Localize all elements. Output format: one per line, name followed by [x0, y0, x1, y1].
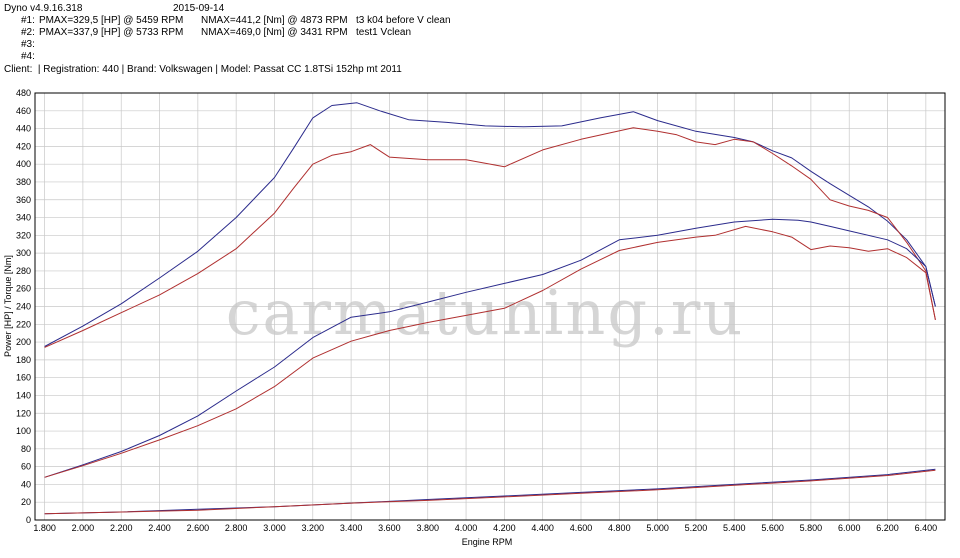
- x-tick-label: 5.200: [685, 523, 708, 533]
- x-tick-label: 5.400: [723, 523, 746, 533]
- series-line-3: [44, 218, 936, 478]
- y-axis-ticks: 0 20 40 60 80 100 120 140 160 180 200 220 240 260 280 3…: [16, 88, 31, 525]
- x-tick-label: 5.800: [800, 523, 823, 533]
- y-axis-label: Power [HP] / Torque [Nm]: [3, 255, 13, 357]
- y-tick-label: 0: [26, 515, 31, 525]
- series-line-4: [44, 225, 936, 478]
- x-tick-label: 3.800: [416, 523, 439, 533]
- x-tick-label: 3.400: [340, 523, 363, 533]
- y-tick-label: 360: [16, 195, 31, 205]
- x-axis-ticks: 1.800 2.000 2.200 2.400 2.600 2.800 3.000 3.200…: [33, 523, 937, 533]
- y-tick-label: 60: [21, 462, 31, 472]
- y-tick-label: 160: [16, 373, 31, 383]
- y-tick-label: 280: [16, 266, 31, 276]
- x-tick-label: 4.800: [608, 523, 631, 533]
- watermark: carmatuning.ru: [226, 276, 745, 349]
- y-tick-label: 300: [16, 248, 31, 258]
- x-tick-label: 4.200: [493, 523, 516, 533]
- x-tick-label: 2.600: [187, 523, 210, 533]
- y-tick-label: 400: [16, 159, 31, 169]
- x-tick-label: 4.000: [455, 523, 478, 533]
- y-tick-label: 340: [16, 213, 31, 223]
- y-tick-label: 420: [16, 141, 31, 151]
- plot-frame: [34, 92, 946, 521]
- run-2-desc: test1 Vclean: [356, 27, 412, 38]
- x-tick-label: 2.200: [110, 523, 133, 533]
- x-tick-label: 3.600: [378, 523, 401, 533]
- series-line-1: [44, 102, 936, 347]
- x-tick-label: 1.800: [33, 523, 56, 533]
- x-tick-label: 5.000: [646, 523, 669, 533]
- x-tick-label: 2.000: [72, 523, 95, 533]
- series-line-2: [44, 127, 936, 348]
- y-tick-label: 220: [16, 319, 31, 329]
- x-tick-label: 2.800: [225, 523, 248, 533]
- series-line-6: [44, 469, 936, 515]
- x-tick-label: 2.400: [148, 523, 171, 533]
- y-tick-label: 200: [16, 337, 31, 347]
- y-tick-label: 480: [16, 88, 31, 98]
- run-4-tag: #4:: [21, 51, 35, 62]
- x-tick-label: 6.200: [876, 523, 899, 533]
- client-info: Client: | Registration: 440 | Brand: Vol…: [4, 64, 402, 75]
- y-tick-label: 320: [16, 230, 31, 240]
- y-tick-label: 260: [16, 284, 31, 294]
- x-tick-label: 3.200: [302, 523, 325, 533]
- x-tick-label: 4.600: [570, 523, 593, 533]
- y-tick-label: 440: [16, 124, 31, 134]
- y-tick-label: 460: [16, 106, 31, 116]
- y-tick-label: 100: [16, 426, 31, 436]
- run-3-tag: #3:: [21, 39, 35, 50]
- y-tick-label: 380: [16, 177, 31, 187]
- run-1-tag: #1:: [21, 15, 35, 26]
- run-1-pmax: PMAX=329,5 [HP] @ 5459 RPM: [39, 15, 184, 26]
- x-axis-label: Engine RPM: [462, 537, 513, 547]
- y-tick-label: 40: [21, 479, 31, 489]
- series-line-5: [44, 468, 936, 515]
- y-tick-label: 20: [21, 497, 31, 507]
- chart-series: [44, 102, 936, 515]
- x-tick-label: 6.400: [915, 523, 938, 533]
- run-1-desc: t3 k04 before V clean: [356, 15, 451, 26]
- x-tick-label: 6.000: [838, 523, 861, 533]
- run-2-pmax: PMAX=337,9 [HP] @ 5733 RPM: [39, 27, 184, 38]
- x-tick-label: 4.400: [531, 523, 554, 533]
- y-tick-label: 80: [21, 444, 31, 454]
- x-tick-label: 5.600: [761, 523, 784, 533]
- report-date: 2015-09-14: [173, 3, 225, 14]
- y-tick-label: 240: [16, 302, 31, 312]
- y-tick-label: 140: [16, 390, 31, 400]
- run-2-tag: #2:: [21, 27, 35, 38]
- y-tick-label: 180: [16, 355, 31, 365]
- x-tick-label: 3.000: [263, 523, 286, 533]
- app-version: Dyno v4.9.16.318: [4, 3, 83, 14]
- run-1-nmax: NMAX=441,2 [Nm] @ 4873 RPM: [201, 15, 348, 26]
- run-2-nmax: NMAX=469,0 [Nm] @ 3431 RPM: [201, 27, 348, 38]
- y-tick-label: 120: [16, 408, 31, 418]
